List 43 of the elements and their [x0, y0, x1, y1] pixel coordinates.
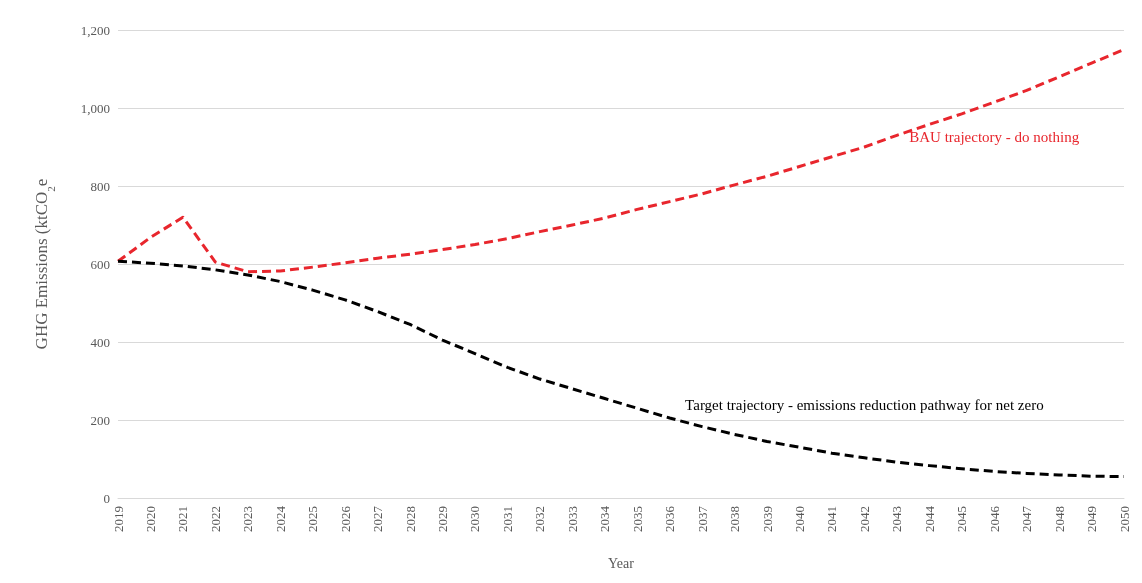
- x-tick-label: 2045: [954, 506, 970, 532]
- x-axis-title: Year: [608, 555, 635, 571]
- x-tick-label: 2024: [272, 505, 288, 532]
- y-axis-title: GHG Emissions (ktCO2e: [32, 178, 57, 350]
- y-tick-label: 800: [90, 178, 110, 194]
- y-tick-label: 0: [103, 490, 110, 506]
- x-tick-label: 2022: [207, 506, 223, 532]
- x-tick-label: 2033: [564, 506, 580, 532]
- x-tick-label: 2046: [986, 505, 1002, 532]
- x-tick-label: 2037: [694, 505, 710, 532]
- x-tick-label: 2040: [791, 506, 807, 532]
- x-tick-label: 2039: [759, 506, 775, 532]
- x-tick-label: 2020: [142, 506, 158, 532]
- x-tick-label: 2021: [175, 506, 191, 532]
- y-tick-label: 400: [90, 334, 110, 350]
- x-tick-label: 2031: [499, 506, 515, 532]
- x-tick-label: 2029: [435, 506, 451, 532]
- x-tick-label: 2036: [662, 505, 678, 532]
- x-tick-label: 2027: [370, 505, 386, 532]
- series-label: Target trajectory - emissions reduction pathway for net zero: [685, 397, 1044, 414]
- x-tick-label: 2026: [337, 505, 353, 532]
- x-tick-label: 2041: [824, 506, 840, 532]
- x-tick-label: 2049: [1084, 506, 1100, 532]
- x-tick-label: 2019: [110, 506, 126, 532]
- x-tick-label: 2034: [597, 505, 613, 532]
- x-tick-label: 2028: [402, 506, 418, 532]
- x-tick-label: 2032: [532, 506, 548, 532]
- y-tick-label: 1,200: [80, 22, 110, 38]
- x-tick-label: 2030: [467, 506, 483, 532]
- series-label: BAU trajectory - do nothing: [909, 128, 1080, 145]
- x-tick-label: 2038: [727, 506, 743, 532]
- y-tick-label: 600: [90, 256, 110, 272]
- x-tick-label: 2043: [889, 506, 905, 532]
- x-tick-label: 2047: [1019, 505, 1035, 532]
- x-tick-label: 2044: [921, 505, 937, 532]
- y-tick-label: 200: [90, 412, 110, 428]
- x-tick-label: 2035: [629, 506, 645, 532]
- x-tick-label: 2042: [856, 506, 872, 532]
- x-tick-label: 2050: [1116, 506, 1132, 532]
- y-tick-label: 1,000: [80, 100, 110, 116]
- x-tick-label: 2025: [305, 506, 321, 532]
- x-tick-label: 2023: [240, 506, 256, 532]
- x-tick-label: 2048: [1051, 506, 1067, 532]
